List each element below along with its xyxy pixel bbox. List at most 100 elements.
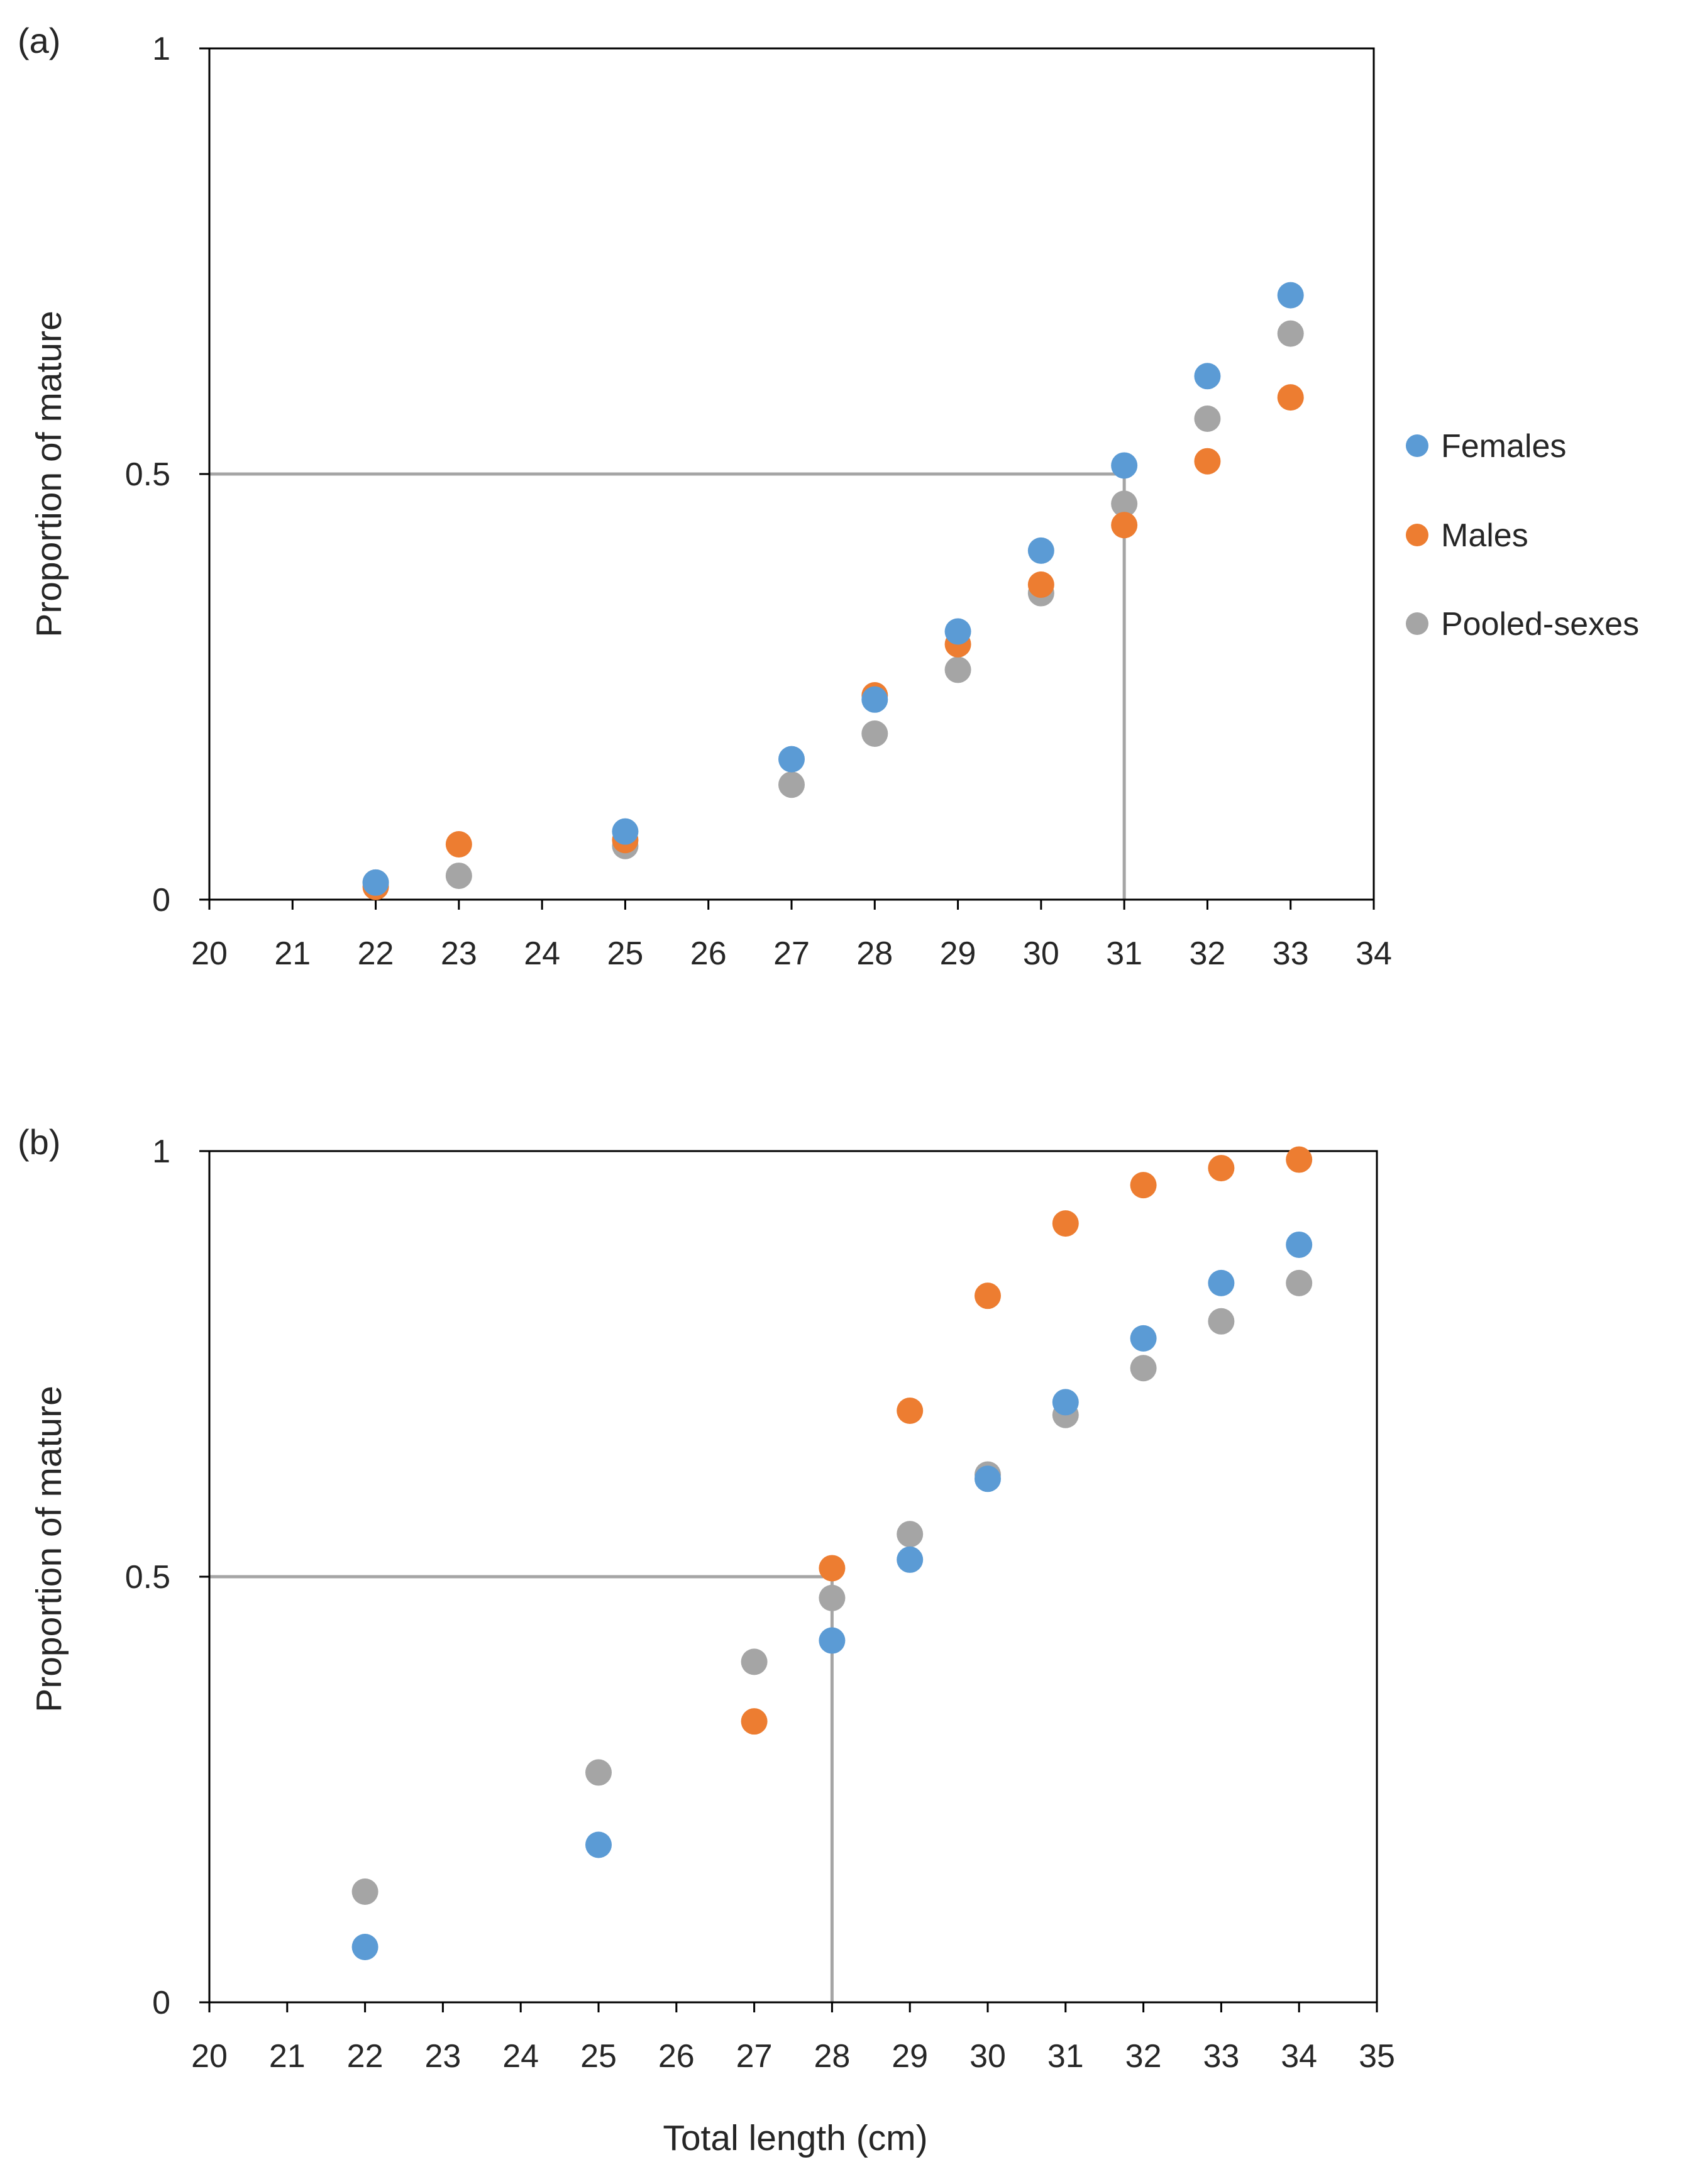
point-females [861, 686, 888, 713]
x-tick-label: 27 [773, 935, 810, 972]
x-tick-label: 21 [269, 2038, 306, 2075]
x-tick-label: 26 [658, 2038, 695, 2075]
data-points [351, 1146, 1313, 1960]
point-males [741, 1708, 768, 1735]
y-tick-label: 0.5 [125, 456, 170, 493]
x-tick-label: 23 [441, 935, 477, 972]
x-tick-label: 24 [502, 2038, 539, 2075]
point-pooled-sexes [1194, 405, 1221, 432]
x-axis-label: Total length (cm) [663, 2118, 927, 2158]
point-females [362, 869, 389, 896]
x-tick-label: 21 [274, 935, 311, 972]
legend-item-pooled-sexes: Pooled-sexes [1406, 606, 1639, 643]
x-tick-label: 24 [524, 935, 560, 972]
point-pooled-sexes [819, 1584, 846, 1611]
point-males [897, 1397, 924, 1424]
x-tick-label: 25 [580, 2038, 617, 2075]
point-males [1277, 384, 1304, 411]
x-tick-label: 30 [969, 2038, 1006, 2075]
x-tick-label: 26 [690, 935, 727, 972]
x-tick-label: 20 [191, 935, 228, 972]
x-tick-label: 22 [358, 935, 394, 972]
y-tick-label: 0.5 [125, 1559, 170, 1596]
x-tick-label: 29 [892, 2038, 928, 2075]
legend-item-males: Males [1406, 517, 1528, 554]
point-males [1052, 1210, 1079, 1237]
point-males [1130, 1172, 1157, 1199]
point-males [1111, 512, 1138, 539]
point-pooled-sexes [351, 1878, 378, 1905]
point-females [1277, 282, 1304, 309]
point-females [1194, 363, 1221, 390]
panel-label: (a) [18, 21, 60, 60]
point-pooled-sexes [861, 720, 888, 747]
point-females [1130, 1325, 1157, 1352]
y-tick-label: 0 [152, 1985, 170, 2021]
x-tick-label: 25 [607, 935, 644, 972]
axis-ticks: 20 21 22 23 24 25 26 27 28 29 30 31 32 33 34 35 0 0.5 1 [125, 1133, 1395, 2075]
panel-b: 20 21 22 23 24 25 26 27 28 29 30 31 32 33 34 35 0 0.5 1 (b… [18, 1122, 1395, 2158]
point-males [975, 1282, 1001, 1310]
x-tick-label: 29 [940, 935, 976, 972]
x-tick-label: 34 [1281, 2038, 1317, 2075]
point-females [1052, 1389, 1079, 1416]
point-females [819, 1627, 846, 1654]
data-points [362, 282, 1304, 900]
panel-label: (b) [18, 1122, 60, 1162]
y-tick-label: 1 [152, 1133, 170, 1170]
point-males [1194, 448, 1221, 475]
x-tick-label: 35 [1359, 2038, 1395, 2075]
x-tick-label: 30 [1023, 935, 1059, 972]
legend-marker [1406, 434, 1428, 457]
point-females [612, 818, 639, 845]
point-females [1286, 1231, 1313, 1258]
point-pooled-sexes [741, 1648, 768, 1675]
legend-label: Males [1441, 517, 1528, 554]
x-tick-label: 27 [736, 2038, 773, 2075]
point-females [1111, 452, 1138, 479]
reference-lines [209, 472, 1126, 900]
x-tick-label: 32 [1190, 935, 1226, 972]
legend-item-females: Females [1406, 428, 1566, 465]
point-pooled-sexes [1277, 320, 1304, 347]
point-pooled-sexes [944, 656, 971, 683]
point-males [1208, 1155, 1235, 1182]
legend-label: Females [1441, 428, 1566, 465]
legend: Females Males Pooled-sexes [1406, 428, 1639, 643]
point-pooled-sexes [1208, 1308, 1235, 1335]
point-pooled-sexes [1111, 490, 1138, 517]
point-females [975, 1465, 1001, 1492]
x-tick-label: 32 [1125, 2038, 1162, 2075]
y-axis-label: Proportion of mature [29, 1386, 69, 1712]
x-tick-label: 20 [191, 2038, 228, 2075]
legend-label: Pooled-sexes [1441, 606, 1639, 643]
y-tick-label: 1 [152, 31, 170, 67]
point-females [897, 1546, 924, 1573]
legend-marker [1406, 612, 1428, 635]
x-tick-label: 28 [856, 935, 893, 972]
y-axis-label: Proportion of mature [29, 311, 69, 637]
x-tick-label: 22 [347, 2038, 384, 2075]
x-tick-label: 28 [814, 2038, 850, 2075]
point-females [944, 618, 971, 645]
point-females [585, 1831, 612, 1858]
point-males [1027, 571, 1054, 598]
x-tick-label: 33 [1273, 935, 1309, 972]
point-pooled-sexes [778, 771, 805, 798]
point-males [819, 1555, 846, 1582]
point-pooled-sexes [1286, 1269, 1313, 1296]
x-tick-label: 31 [1106, 935, 1142, 972]
point-females [1027, 537, 1054, 564]
point-males [445, 830, 472, 858]
x-tick-label: 34 [1356, 935, 1392, 972]
point-pooled-sexes [1130, 1355, 1157, 1382]
point-females [1208, 1269, 1235, 1296]
point-females [351, 1933, 378, 1960]
legend-marker [1406, 524, 1428, 546]
point-pooled-sexes [585, 1759, 612, 1786]
x-tick-label: 23 [424, 2038, 461, 2075]
point-females [778, 746, 805, 773]
point-pooled-sexes [897, 1521, 924, 1548]
